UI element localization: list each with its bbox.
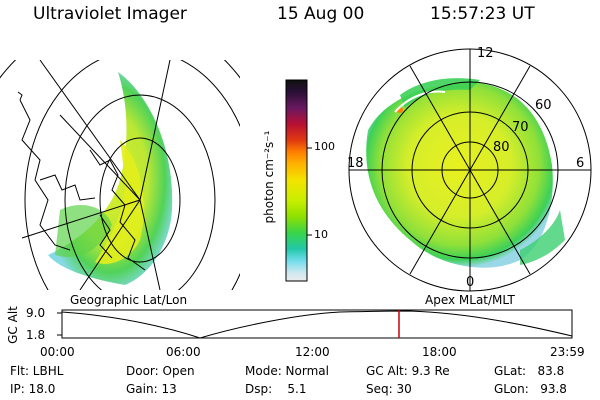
mlt-label-12: 12: [477, 46, 494, 61]
timeline-x-1200: 12:00: [295, 345, 330, 359]
timeline-x-2359: 23:59: [550, 345, 585, 359]
timeline-y-min: 1.8: [26, 328, 46, 342]
timeline-axis-label: GC Alt: [6, 306, 20, 344]
mlat-label-70: 70: [512, 120, 529, 135]
geographic-grid: [0, 60, 240, 290]
right-panel-label: Apex MLat/MLT: [425, 293, 515, 307]
observation-date: 15 Aug 00: [277, 4, 365, 24]
status-glat: GLat: 83.8: [494, 364, 565, 378]
mlat-label-60: 60: [535, 98, 552, 113]
status-seq: Seq: 30: [366, 382, 412, 396]
left-auroral-oval: [48, 72, 173, 285]
mlt-label-6: 6: [576, 156, 585, 171]
status-glon: GLon: 93.8: [494, 382, 567, 396]
status-gain: Gain: 13: [126, 382, 177, 396]
polar-auroral-oval: [366, 82, 553, 268]
timeline-y-max: 9.0: [26, 306, 46, 320]
mlt-label-18: 18: [347, 156, 364, 171]
polar-grid: [348, 48, 592, 292]
status-dsp: Dsp: 5.1: [245, 382, 307, 396]
left-panel-label: Geographic Lat/Lon: [70, 293, 188, 307]
timeline-x-0600: 06:00: [166, 345, 201, 359]
status-ip: IP: 18.0: [10, 382, 56, 396]
coastline-fragment: [17, 91, 23, 101]
colorbar-unit-label: photon cm⁻²s⁻¹: [262, 130, 276, 224]
status-gc-alt: GC Alt: 9.3 Re: [366, 364, 450, 378]
status-door: Door: Open: [126, 364, 195, 378]
observation-time: 15:57:23 UT: [430, 4, 535, 24]
status-filter: Flt: LBHL: [10, 364, 64, 378]
status-mode: Mode: Normal: [245, 364, 329, 378]
instrument-title: Ultraviolet Imager: [33, 4, 187, 24]
timeline-x-1800: 18:00: [422, 345, 457, 359]
mlat-label-80: 80: [493, 140, 510, 155]
polar-plot: [348, 48, 592, 292]
colorbar: [285, 79, 312, 282]
colorbar-tick-10: 10: [314, 228, 328, 241]
timeline-x-0000: 00:00: [40, 345, 75, 359]
colorbar-tick-100: 100: [314, 140, 335, 153]
altitude-timeline: [57, 309, 573, 339]
altitude-curve: [61, 310, 573, 339]
mlt-label-0: 0: [466, 275, 475, 290]
